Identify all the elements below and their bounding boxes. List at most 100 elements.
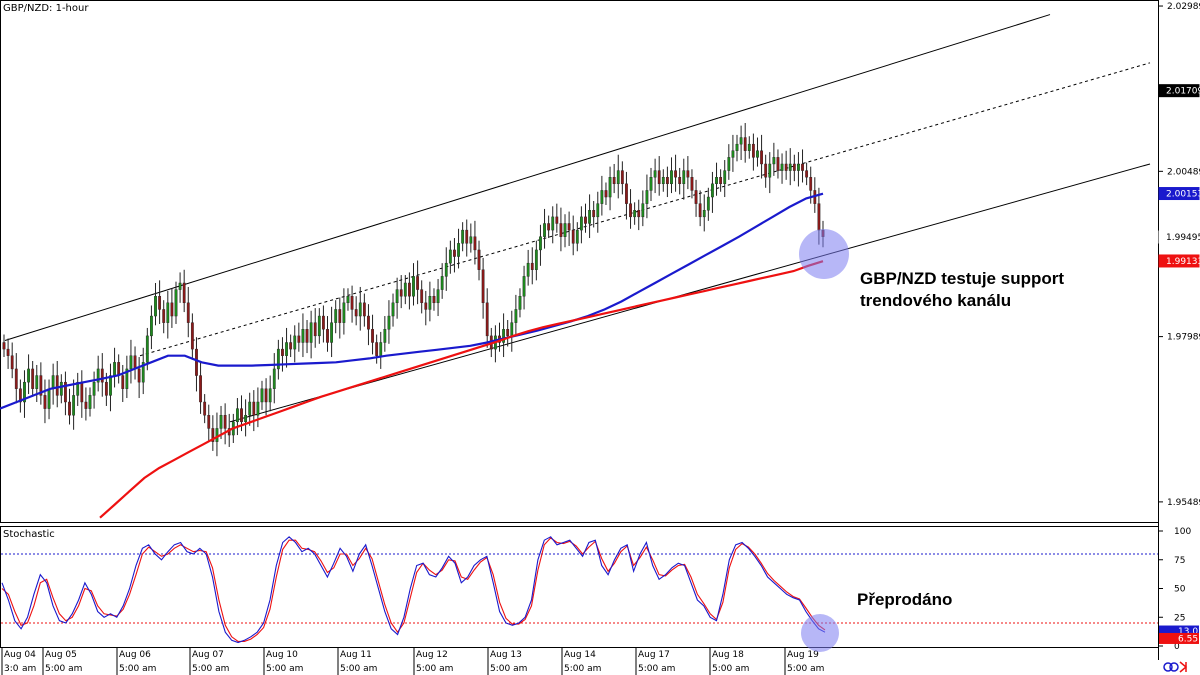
candle-body <box>551 216 555 231</box>
candle-body <box>506 329 510 337</box>
candle-body <box>665 177 669 185</box>
price-tag <box>1158 230 1200 244</box>
candle-body <box>715 177 718 185</box>
stochastic-d-line <box>1 537 826 642</box>
candle-body <box>100 368 104 383</box>
candle-body <box>158 296 162 310</box>
candle-body <box>358 302 362 317</box>
price-tag-label: 1.99133 <box>1166 257 1200 267</box>
candle-body <box>6 348 10 356</box>
candle-body <box>27 368 30 383</box>
candle-body <box>444 262 448 277</box>
candle-body <box>756 150 759 158</box>
candle-body <box>764 163 768 178</box>
candle-body <box>817 203 821 231</box>
candle-body <box>395 289 399 304</box>
candle-body <box>469 236 473 244</box>
time-label: 5:00 am <box>787 664 824 674</box>
candle-body <box>575 229 579 244</box>
candle-body <box>465 229 469 244</box>
candle-body <box>690 177 694 191</box>
candle-body <box>326 329 329 343</box>
arrow-right-icon[interactable] <box>1179 661 1188 673</box>
candle-body <box>555 216 559 224</box>
candle-body <box>109 375 112 396</box>
candle-body <box>14 368 18 389</box>
candle-body <box>477 249 481 270</box>
candle-body <box>408 282 411 297</box>
candle-body <box>199 375 202 403</box>
annotation-oversold: Přeprodáno <box>857 590 952 609</box>
time-label: 5:00 am <box>45 664 82 674</box>
oversold-highlight-circle <box>801 614 839 652</box>
candle-body <box>64 381 67 403</box>
price-tag <box>1158 187 1200 201</box>
candle-body <box>604 190 608 198</box>
candle-body <box>223 415 227 429</box>
stochastic-tag <box>1159 632 1199 644</box>
date-label: Aug 17 <box>638 650 670 660</box>
candle-body <box>780 163 784 171</box>
candle-body <box>252 401 256 416</box>
candle-body <box>772 157 776 165</box>
channel-mid-line <box>139 62 1151 357</box>
candle-body <box>379 342 383 356</box>
candle-body <box>461 229 465 244</box>
candle-body <box>547 223 551 231</box>
candle-body <box>178 282 182 290</box>
stochastic-tick-label: 75 <box>1174 556 1185 566</box>
candle-body <box>346 296 350 304</box>
candle-body <box>432 296 436 304</box>
candle-body <box>797 163 800 171</box>
candle-body <box>383 329 387 343</box>
candle-body <box>534 249 538 270</box>
candle-body <box>342 302 346 323</box>
candle-body <box>428 296 432 310</box>
candle-body <box>195 348 198 376</box>
candle-body <box>305 329 309 343</box>
link-icon[interactable] <box>1163 662 1179 672</box>
time-label: 5:00 am <box>192 664 229 674</box>
candle-body <box>510 322 514 337</box>
candle-body <box>113 362 116 376</box>
candle-body <box>391 302 395 317</box>
stochastic-axis: 100 75 50 25 0 13.036.55 <box>1158 527 1200 652</box>
candle-body <box>317 315 321 337</box>
date-label: Aug 07 <box>192 650 224 660</box>
candle-body <box>367 315 370 330</box>
candle-body <box>2 342 6 350</box>
time-label: 5:00 am <box>564 664 601 674</box>
candle-body <box>792 163 796 171</box>
candle-body <box>440 276 444 290</box>
candle-body <box>240 408 243 423</box>
candle-body <box>620 170 624 185</box>
candle-body <box>84 401 88 409</box>
candles <box>2 122 825 457</box>
candle-body <box>129 355 133 370</box>
candle-body <box>334 309 338 323</box>
candle-body <box>117 362 121 376</box>
date-label: Aug 04 <box>4 650 36 660</box>
candle-body <box>592 210 596 218</box>
candle-body <box>588 210 591 224</box>
stochastic-tag <box>1159 625 1199 637</box>
candle-body <box>706 196 710 211</box>
candle-body <box>141 362 145 383</box>
stochastic-tick-label: 0 <box>1174 642 1180 652</box>
price-tick-label: 2.02989 <box>1167 2 1200 12</box>
candle-body <box>297 335 301 343</box>
candle-body <box>309 322 313 343</box>
candle-body <box>776 157 780 171</box>
candle-body <box>502 329 505 343</box>
stochastic-tag-label: 6.55 <box>1178 634 1198 644</box>
candle-body <box>72 395 76 416</box>
candle-body <box>47 388 51 409</box>
candle-body <box>264 388 268 403</box>
time-label: 5:00 am <box>119 664 156 674</box>
candle-body <box>739 137 743 145</box>
candle-body <box>133 355 137 370</box>
stochastic-tick-label: 100 <box>1174 527 1191 537</box>
candle-body <box>567 223 571 231</box>
date-label: Aug 12 <box>416 650 448 660</box>
